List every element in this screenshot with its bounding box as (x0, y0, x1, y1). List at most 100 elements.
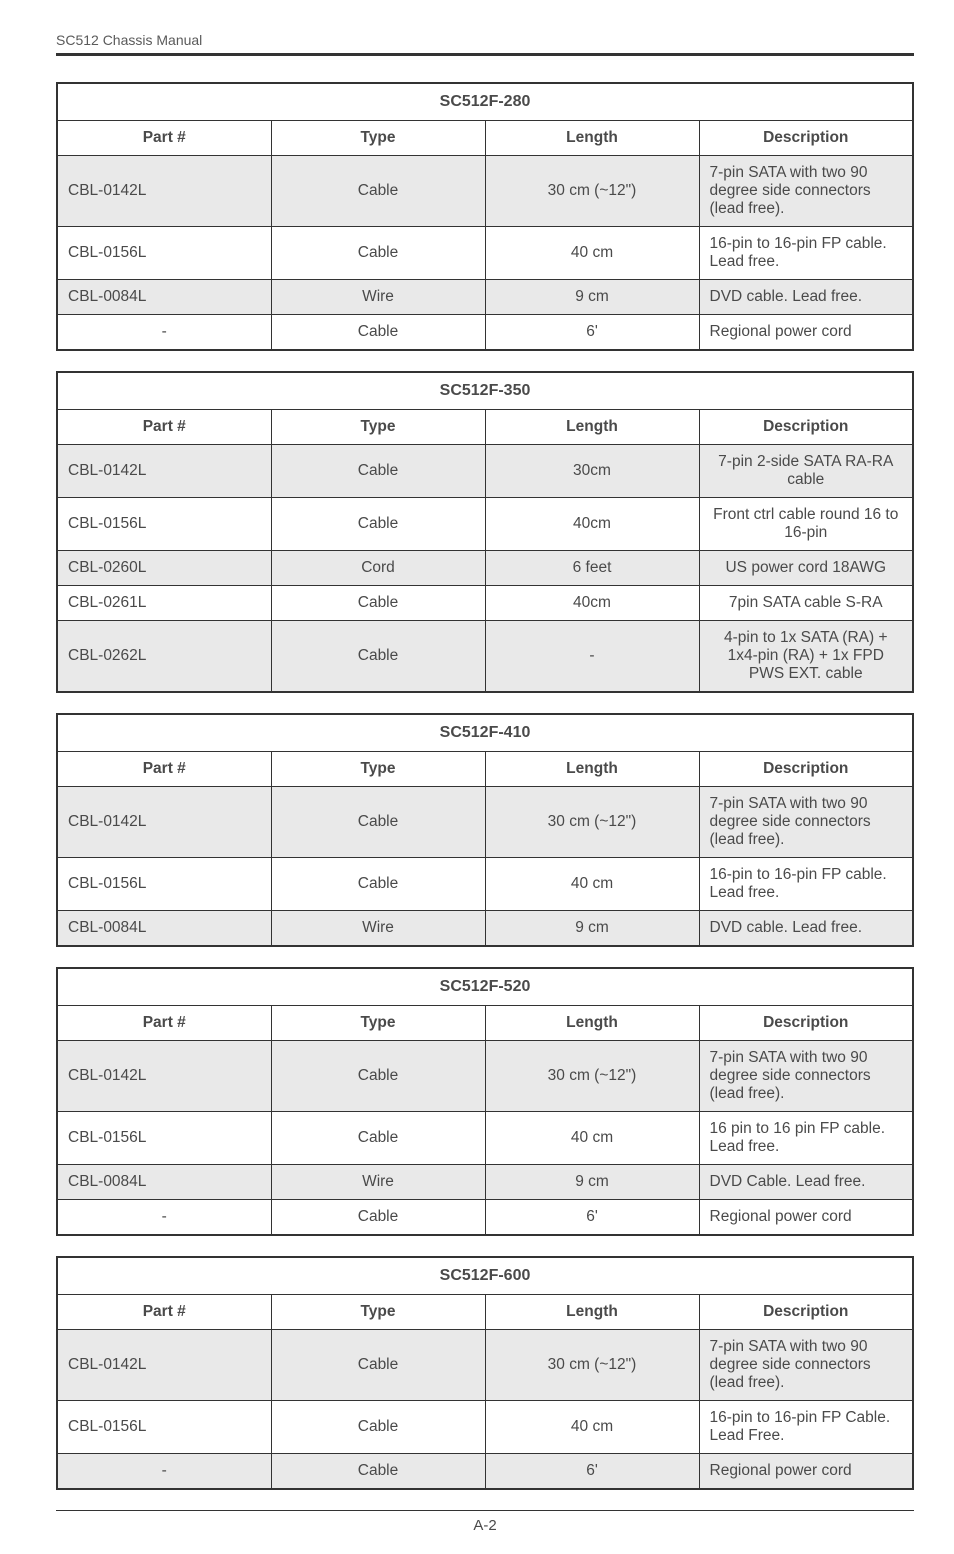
cell-part: CBL-0084L (57, 911, 271, 947)
column-header-type: Type (271, 1295, 485, 1330)
cell-part: CBL-0142L (57, 1041, 271, 1112)
footer-rule (56, 1510, 914, 1511)
cell-type: Cable (271, 1330, 485, 1401)
cell-part: - (57, 1200, 271, 1236)
table-row: CBL-0142LCable30 cm (~12")7-pin SATA wit… (57, 787, 913, 858)
column-header-length: Length (485, 1006, 699, 1041)
cell-description: Front ctrl cable round 16 to 16-pin (699, 498, 913, 551)
data-table: SC512F-600Part #TypeLengthDescriptionCBL… (56, 1256, 914, 1490)
column-header-length: Length (485, 410, 699, 445)
data-table: SC512F-280Part #TypeLengthDescriptionCBL… (56, 82, 914, 351)
cell-length: 40 cm (485, 227, 699, 280)
cell-description: 7-pin SATA with two 90 degree side conne… (699, 156, 913, 227)
cell-length: 30 cm (~12") (485, 787, 699, 858)
table-row: CBL-0142LCable30 cm (~12")7-pin SATA wit… (57, 1041, 913, 1112)
table-row: CBL-0156LCable40cmFront ctrl cable round… (57, 498, 913, 551)
column-header-length: Length (485, 752, 699, 787)
cell-type: Cable (271, 1401, 485, 1454)
column-header-desc: Description (699, 410, 913, 445)
column-header-type: Type (271, 1006, 485, 1041)
column-header-part: Part # (57, 752, 271, 787)
cell-part: CBL-0142L (57, 1330, 271, 1401)
cell-description: 7-pin SATA with two 90 degree side conne… (699, 1330, 913, 1401)
cell-length: 40cm (485, 498, 699, 551)
cell-length: 6 feet (485, 551, 699, 586)
table-title: SC512F-410 (57, 714, 913, 752)
cell-type: Cord (271, 551, 485, 586)
cell-description: 16-pin to 16-pin FP Cable. Lead Free. (699, 1401, 913, 1454)
cell-part: CBL-0084L (57, 1165, 271, 1200)
table-row: CBL-0142LCable30cm7-pin 2-side SATA RA-R… (57, 445, 913, 498)
table-title: SC512F-280 (57, 83, 913, 121)
cell-part: CBL-0156L (57, 1112, 271, 1165)
cell-description: DVD cable. Lead free. (699, 911, 913, 947)
table-row: CBL-0084LWire9 cmDVD Cable. Lead free. (57, 1165, 913, 1200)
cell-type: Cable (271, 498, 485, 551)
cell-description: 16-pin to 16-pin FP cable. Lead free. (699, 858, 913, 911)
table-row: CBL-0156LCable40 cm16-pin to 16-pin FP C… (57, 1401, 913, 1454)
cell-length: 40 cm (485, 1401, 699, 1454)
cell-type: Cable (271, 445, 485, 498)
table-title: SC512F-600 (57, 1257, 913, 1295)
cell-part: CBL-0142L (57, 445, 271, 498)
cell-type: Wire (271, 1165, 485, 1200)
cell-description: 16 pin to 16 pin FP cable. Lead free. (699, 1112, 913, 1165)
column-header-type: Type (271, 410, 485, 445)
cell-length: 9 cm (485, 1165, 699, 1200)
cell-length: 30 cm (~12") (485, 1041, 699, 1112)
cell-type: Cable (271, 621, 485, 693)
cell-description: 7-pin SATA with two 90 degree side conne… (699, 1041, 913, 1112)
table-row: -Cable6'Regional power cord (57, 1200, 913, 1236)
cell-type: Cable (271, 1112, 485, 1165)
table-row: CBL-0084LWire9 cmDVD cable. Lead free. (57, 280, 913, 315)
tables-container: SC512F-280Part #TypeLengthDescriptionCBL… (56, 82, 914, 1490)
cell-description: DVD Cable. Lead free. (699, 1165, 913, 1200)
data-table: SC512F-520Part #TypeLengthDescriptionCBL… (56, 967, 914, 1236)
cell-part: CBL-0260L (57, 551, 271, 586)
table-row: CBL-0260LCord6 feetUS power cord 18AWG (57, 551, 913, 586)
cell-description: Regional power cord (699, 1454, 913, 1490)
cell-length: 30cm (485, 445, 699, 498)
column-header-part: Part # (57, 1295, 271, 1330)
header-label: SC512 Chassis Manual (56, 32, 202, 48)
column-header-part: Part # (57, 410, 271, 445)
table-row: CBL-0262LCable-4-pin to 1x SATA (RA) + 1… (57, 621, 913, 693)
cell-length: 6' (485, 315, 699, 351)
cell-length: 40 cm (485, 858, 699, 911)
cell-part: CBL-0156L (57, 1401, 271, 1454)
column-header-length: Length (485, 121, 699, 156)
cell-type: Cable (271, 1454, 485, 1490)
page-header: SC512 Chassis Manual (56, 32, 914, 56)
cell-type: Wire (271, 280, 485, 315)
cell-description: 16-pin to 16-pin FP cable. Lead free. (699, 227, 913, 280)
cell-length: - (485, 621, 699, 693)
column-header-length: Length (485, 1295, 699, 1330)
table-row: -Cable6'Regional power cord (57, 1454, 913, 1490)
column-header-part: Part # (57, 1006, 271, 1041)
column-header-desc: Description (699, 1295, 913, 1330)
page-number: A-2 (56, 1517, 914, 1534)
cell-length: 9 cm (485, 911, 699, 947)
cell-type: Cable (271, 156, 485, 227)
column-header-type: Type (271, 752, 485, 787)
column-header-desc: Description (699, 1006, 913, 1041)
table-row: CBL-0142LCable30 cm (~12")7-pin SATA wit… (57, 156, 913, 227)
cell-part: CBL-0156L (57, 498, 271, 551)
cell-part: CBL-0261L (57, 586, 271, 621)
cell-type: Cable (271, 858, 485, 911)
cell-type: Cable (271, 787, 485, 858)
cell-type: Cable (271, 315, 485, 351)
cell-length: 6' (485, 1454, 699, 1490)
cell-type: Wire (271, 911, 485, 947)
cell-part: - (57, 1454, 271, 1490)
cell-part: CBL-0156L (57, 858, 271, 911)
table-row: CBL-0261LCable40cm7pin SATA cable S-RA (57, 586, 913, 621)
table-row: CBL-0156LCable40 cm16-pin to 16-pin FP c… (57, 858, 913, 911)
cell-part: CBL-0084L (57, 280, 271, 315)
cell-part: CBL-0142L (57, 787, 271, 858)
cell-part: - (57, 315, 271, 351)
cell-part: CBL-0142L (57, 156, 271, 227)
table-row: CBL-0142LCable30 cm (~12")7-pin SATA wit… (57, 1330, 913, 1401)
cell-length: 9 cm (485, 280, 699, 315)
cell-type: Cable (271, 586, 485, 621)
